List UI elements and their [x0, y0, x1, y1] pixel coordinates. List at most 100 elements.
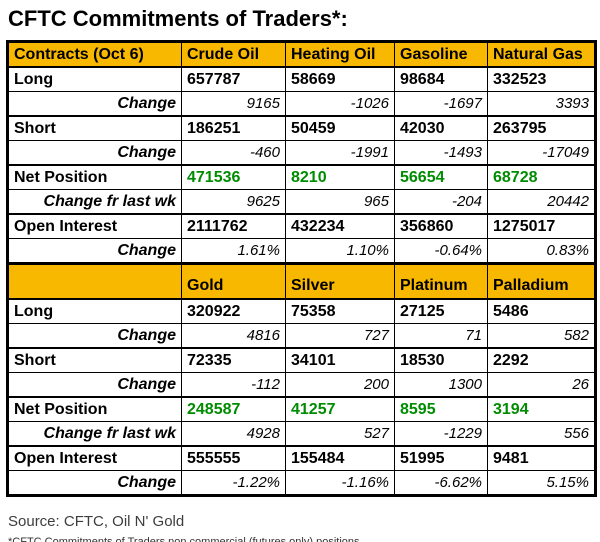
table-row-open-interest: Open Interest 2111762 432234 356860 1275…: [7, 213, 596, 239]
cell-value: 1.10%: [285, 238, 395, 264]
cell-value: 9481: [487, 445, 596, 471]
cell-value: -6.62%: [394, 470, 488, 496]
row-label: Change: [7, 323, 182, 349]
cell-value: 58669: [285, 66, 395, 92]
table-row-open-interest: Open Interest 555555 155484 51995 9481: [7, 445, 596, 471]
cell-value: 471536: [181, 164, 286, 190]
cell-value: 332523: [487, 66, 596, 92]
cell-value: 26: [487, 372, 596, 398]
row-label: Long: [7, 66, 182, 92]
table-header-row-metals: Gold Silver Platinum Palladium: [7, 262, 596, 300]
table-row-short: Short 72335 34101 18530 2292: [7, 347, 596, 373]
cell-value: 155484: [285, 445, 395, 471]
cell-value: -112: [181, 372, 286, 398]
column-header-crude-oil: Crude Oil: [181, 41, 286, 68]
column-header-palladium: Palladium: [487, 262, 596, 300]
cell-value: -17049: [487, 140, 596, 166]
cell-value: 75358: [285, 298, 395, 324]
table-row-change-fr-last-wk: Change fr last wk 9625 965 -204 20442: [7, 189, 596, 215]
cell-value: 657787: [181, 66, 286, 92]
row-label: Net Position: [7, 396, 182, 422]
table-row-change: Change 1.61% 1.10% -0.64% 0.83%: [7, 238, 596, 264]
cell-value: 3393: [487, 91, 596, 117]
row-label: Open Interest: [7, 213, 182, 239]
row-label: Change: [7, 238, 182, 264]
column-header-heating-oil: Heating Oil: [285, 41, 395, 68]
table-header-row: Contracts (Oct 6) Crude Oil Heating Oil …: [7, 41, 596, 68]
cell-value: 527: [285, 421, 395, 447]
table-row-short: Short 186251 50459 42030 263795: [7, 115, 596, 141]
cell-value: 4816: [181, 323, 286, 349]
cell-value: 34101: [285, 347, 395, 373]
cell-value: 9165: [181, 91, 286, 117]
cell-value: -204: [394, 189, 488, 215]
cell-value: 27125: [394, 298, 488, 324]
cell-value: 68728: [487, 164, 596, 190]
column-header-gold: Gold: [181, 262, 286, 300]
cell-value: 0.83%: [487, 238, 596, 264]
cell-value: 18530: [394, 347, 488, 373]
row-label: Short: [7, 115, 182, 141]
cell-value: 4928: [181, 421, 286, 447]
cell-value: 56654: [394, 164, 488, 190]
cell-value: 965: [285, 189, 395, 215]
cell-value: -1026: [285, 91, 395, 117]
cell-value: -1.22%: [181, 470, 286, 496]
cell-value: 186251: [181, 115, 286, 141]
table-row-change: Change 9165 -1026 -1697 3393: [7, 91, 596, 117]
cell-value: 50459: [285, 115, 395, 141]
table-row-change-fr-last-wk: Change fr last wk 4928 527 -1229 556: [7, 421, 596, 447]
footnote-text: *CFTC Commitments of Traders non commerc…: [8, 536, 360, 542]
row-label: Change: [7, 91, 182, 117]
column-header-natural-gas: Natural Gas: [487, 41, 596, 68]
table-row-change: Change -112 200 1300 26: [7, 372, 596, 398]
table-row-long: Long 320922 75358 27125 5486: [7, 298, 596, 324]
cell-value: 8595: [394, 396, 488, 422]
row-label: Change: [7, 372, 182, 398]
row-label: Change fr last wk: [7, 421, 182, 447]
row-label: Net Position: [7, 164, 182, 190]
row-label: Open Interest: [7, 445, 182, 471]
source-text: Source: CFTC, Oil N' Gold: [8, 513, 185, 530]
cell-value: 432234: [285, 213, 395, 239]
cell-value: 263795: [487, 115, 596, 141]
cell-value: -1.16%: [285, 470, 395, 496]
cell-value: 3194: [487, 396, 596, 422]
column-header-blank: [7, 262, 182, 300]
row-label: Change: [7, 470, 182, 496]
table-row-net-position: Net Position 248587 41257 8595 3194: [7, 396, 596, 422]
cell-value: -1493: [394, 140, 488, 166]
cell-value: 248587: [181, 396, 286, 422]
cell-value: 1.61%: [181, 238, 286, 264]
row-label: Change: [7, 140, 182, 166]
cell-value: -1991: [285, 140, 395, 166]
cell-value: -1229: [394, 421, 488, 447]
cell-value: -460: [181, 140, 286, 166]
cell-value: 2292: [487, 347, 596, 373]
column-header-contracts: Contracts (Oct 6): [7, 41, 182, 68]
column-header-silver: Silver: [285, 262, 395, 300]
cell-value: 72335: [181, 347, 286, 373]
cell-value: 8210: [285, 164, 395, 190]
column-header-gasoline: Gasoline: [394, 41, 488, 68]
page-title: CFTC Commitments of Traders*:: [8, 6, 348, 31]
row-label: Long: [7, 298, 182, 324]
cell-value: 71: [394, 323, 488, 349]
table-row-change: Change 4816 727 71 582: [7, 323, 596, 349]
cell-value: 9625: [181, 189, 286, 215]
table-row-change: Change -460 -1991 -1493 -17049: [7, 140, 596, 166]
table-row-long: Long 657787 58669 98684 332523: [7, 66, 596, 92]
cell-value: 2111762: [181, 213, 286, 239]
cell-value: 555555: [181, 445, 286, 471]
cell-value: 727: [285, 323, 395, 349]
table-row-change: Change -1.22% -1.16% -6.62% 5.15%: [7, 470, 596, 496]
table-row-net-position: Net Position 471536 8210 56654 68728: [7, 164, 596, 190]
cell-value: -1697: [394, 91, 488, 117]
cell-value: 200: [285, 372, 395, 398]
cell-value: 320922: [181, 298, 286, 324]
column-header-platinum: Platinum: [394, 262, 488, 300]
cell-value: -0.64%: [394, 238, 488, 264]
cell-value: 98684: [394, 66, 488, 92]
cell-value: 1275017: [487, 213, 596, 239]
